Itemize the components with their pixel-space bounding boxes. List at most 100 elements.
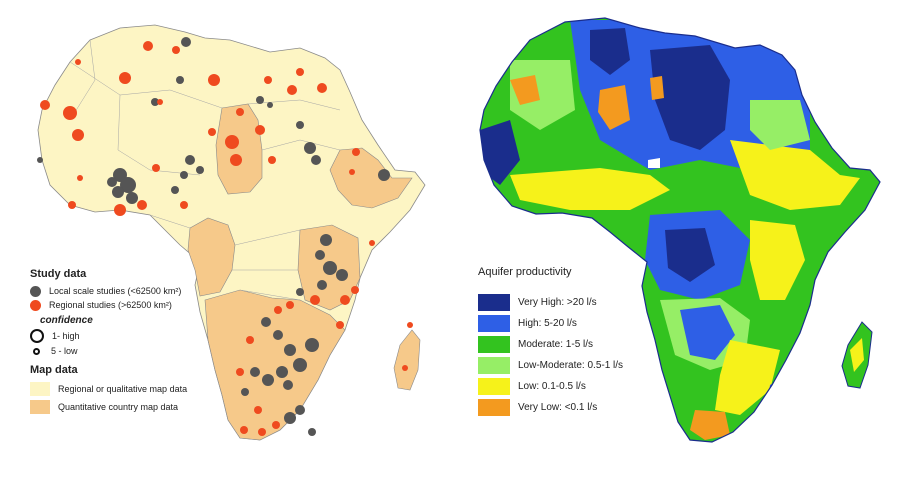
aquifer-class-row: Moderate: 1-5 l/s <box>478 334 623 355</box>
local-study-point <box>171 186 179 194</box>
low-zone-east <box>750 220 805 300</box>
local-study-point <box>261 317 271 327</box>
aquifer-class-row: Low-Moderate: 0.5-1 l/s <box>478 355 623 376</box>
study-data-map-panel <box>37 24 426 441</box>
aquifer-productivity-map <box>479 17 881 443</box>
local-study-point <box>151 98 159 106</box>
legend-qualitative-row: Regional or qualitative map data <box>30 380 240 398</box>
aquifer-class-swatch <box>478 294 510 311</box>
legend-quantitative-row: Quantitative country map data <box>30 398 240 416</box>
aquifer-class-swatch <box>478 357 510 374</box>
regional-study-point <box>180 201 188 209</box>
very-low-zone-3 <box>650 76 664 100</box>
local-study-point <box>296 121 304 129</box>
local-dot-icon <box>30 285 41 297</box>
aquifer-class-row: Very High: >20 l/s <box>478 292 623 313</box>
local-study-point <box>112 186 124 198</box>
aquifer-class-swatch <box>478 378 510 395</box>
qualitative-label: Regional or qualitative map data <box>58 384 188 394</box>
local-study-point <box>304 142 316 154</box>
regional-study-point <box>369 240 375 246</box>
local-study-point <box>320 234 332 246</box>
low-moderate-zone-nile <box>750 100 810 150</box>
quantitative-region-central <box>187 217 236 297</box>
regional-study-point <box>114 204 126 216</box>
legend-low-row: 5 - low <box>30 344 240 358</box>
regional-study-point <box>152 164 160 172</box>
aquifer-legend-title: Aquifer productivity <box>478 266 572 278</box>
regional-study-point <box>268 156 276 164</box>
regional-study-point <box>402 365 408 371</box>
local-study-point <box>180 171 188 179</box>
local-study-point <box>120 177 136 193</box>
aquifer-class-label: Low-Moderate: 0.5-1 l/s <box>518 360 624 371</box>
high-confidence-icon <box>30 329 44 343</box>
local-study-point <box>284 344 296 356</box>
aquifer-class-label: Low: 0.1-0.5 l/s <box>518 381 586 392</box>
local-study-point <box>185 155 195 165</box>
local-study-point <box>295 405 305 415</box>
regional-study-point <box>77 175 83 181</box>
very-low-zone-2 <box>510 75 540 105</box>
quantitative-region-sahel <box>215 103 263 195</box>
local-study-point <box>267 102 273 108</box>
low-zone-southeast <box>715 340 780 415</box>
very-high-zone-sahara <box>650 45 730 150</box>
aquifer-class-label: Very High: >20 l/s <box>518 297 597 308</box>
regional-study-point <box>72 129 84 141</box>
country-borders <box>69 39 341 301</box>
regional-study-point <box>119 72 131 84</box>
quantitative-swatch <box>30 400 50 414</box>
aquifer-productivity-legend: Aquifer productivity Very High: >20 l/s … <box>478 266 623 418</box>
low-zone-horn <box>730 140 860 210</box>
very-low-zone-1 <box>598 85 630 130</box>
very-low-zone-south <box>690 410 730 440</box>
local-study-point <box>181 37 191 47</box>
regional-study-point <box>63 106 77 120</box>
confidence-title: confidence <box>40 315 93 326</box>
study-data-map <box>37 24 426 441</box>
legend-local-row: Local scale studies (<62500 km²) <box>30 284 240 298</box>
regional-study-point <box>351 286 359 294</box>
regional-study-point <box>157 99 163 105</box>
local-study-point <box>296 288 304 296</box>
legend-high-row: 1- high <box>30 328 240 344</box>
aquifer-class-row: Low: 0.1-0.5 l/s <box>478 376 623 397</box>
aquifer-productivity-map-panel <box>450 0 900 478</box>
very-high-zone-congo <box>665 228 715 282</box>
regional-study-point <box>137 200 147 210</box>
local-study-point <box>256 96 264 104</box>
no-data-patch <box>648 158 660 168</box>
regional-study-point <box>208 128 216 136</box>
regional-study-point <box>317 83 327 93</box>
regional-study-point <box>240 426 248 434</box>
low-zone-westafrica <box>510 168 670 210</box>
regional-study-point <box>272 421 280 429</box>
local-study-point <box>196 166 204 174</box>
regional-study-point <box>296 68 304 76</box>
regional-study-point <box>340 295 350 305</box>
regional-study-point <box>336 321 344 329</box>
local-study-point <box>241 388 249 396</box>
regional-study-point <box>286 301 294 309</box>
local-study-point <box>315 250 325 260</box>
regional-study-points <box>40 41 413 436</box>
local-scale-study-points <box>37 37 390 436</box>
madagascar-low-zone <box>850 338 864 372</box>
regional-study-point <box>254 406 262 414</box>
aquifer-class-label: High: 5-20 l/s <box>518 318 577 329</box>
local-study-point <box>336 269 348 281</box>
aquifer-class-label: Very Low: <0.1 l/s <box>518 402 598 413</box>
madagascar-left <box>393 329 421 391</box>
local-study-point <box>305 338 319 352</box>
legend-regional-row: Regional studies (>62500 km²) <box>30 298 240 312</box>
map-data-title: Map data <box>30 364 78 376</box>
aquifer-class-swatch <box>478 315 510 332</box>
africa-outline-right <box>479 17 881 443</box>
local-study-point <box>308 428 316 436</box>
regional-study-point <box>143 41 153 51</box>
regional-study-point <box>246 336 254 344</box>
local-study-point <box>107 177 117 187</box>
low-confidence-icon <box>33 347 40 355</box>
regional-study-point <box>264 76 272 84</box>
